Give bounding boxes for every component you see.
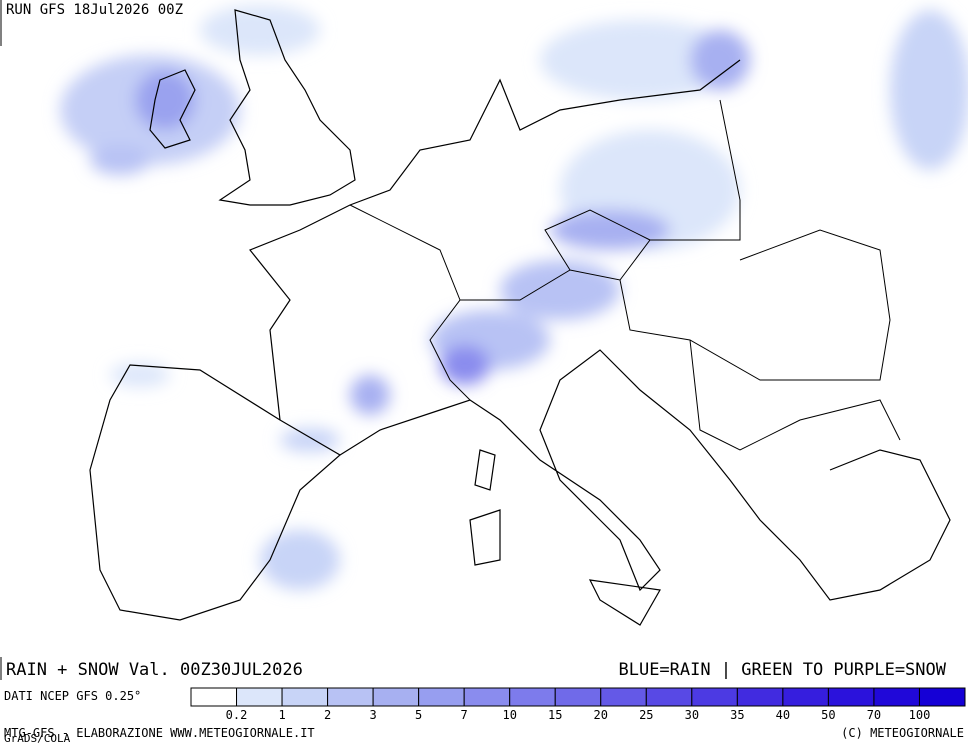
precipitation <box>60 5 968 590</box>
level-label: 2 <box>324 708 331 722</box>
coastlines <box>89 9 951 626</box>
level-label: 10 <box>502 708 516 722</box>
level-label: 40 <box>776 708 790 722</box>
color-bar: 0.2 1 2 3 5 7 10 15 20 25 30 35 40 50 70 100 <box>190 687 966 722</box>
color-swatch <box>281 687 329 707</box>
ireland <box>149 69 196 149</box>
color-swatch <box>736 687 784 707</box>
level-label: 35 <box>730 708 744 722</box>
color-swatch <box>645 687 693 707</box>
color-swatch <box>236 687 283 707</box>
level-label: 7 <box>461 708 468 722</box>
color-swatch <box>782 687 829 707</box>
color-swatch <box>918 687 966 707</box>
source: DATI NCEP GFS 0.25° <box>4 689 141 703</box>
grads: GrADS/COLA <box>4 732 71 745</box>
level-label: 30 <box>685 708 699 722</box>
level-label: 0.2 <box>226 708 248 722</box>
color-swatch <box>691 687 738 707</box>
run-label: RUN GFS 18Jul2026 00Z <box>6 2 183 18</box>
level-label: 5 <box>415 708 422 722</box>
sicily <box>588 579 661 626</box>
level-label: 3 <box>370 708 377 722</box>
level-label: 100 <box>909 708 931 722</box>
color-swatch <box>190 687 238 707</box>
level-label: 50 <box>821 708 835 722</box>
level-label: 15 <box>548 708 562 722</box>
level-label: 25 <box>639 708 653 722</box>
level-label: 20 <box>594 708 608 722</box>
level-label: 70 <box>867 708 881 722</box>
north-coast <box>249 59 741 421</box>
level-label: 1 <box>278 708 285 722</box>
color-swatch <box>827 687 875 707</box>
britain <box>218 9 356 206</box>
color-swatch <box>509 687 556 707</box>
borders <box>349 99 901 451</box>
color-key: BLUE=RAIN | GREEN TO PURPLE=SNOW <box>618 660 946 680</box>
color-swatch <box>372 687 420 707</box>
chart-title: RAIN + SNOW Val. 00Z30JUL2026 <box>6 660 303 680</box>
color-swatch <box>418 687 465 707</box>
color-swatch <box>554 687 602 707</box>
color-swatch <box>600 687 647 707</box>
color-swatch <box>463 687 511 707</box>
color-swatch <box>327 687 374 707</box>
copyright: (C) METEOGIORNALE <box>841 726 964 740</box>
islands <box>469 449 501 566</box>
credit: MTG-GFS - ELABORAZIONE WWW.METEOGIORNALE… <box>4 726 315 740</box>
color-swatch <box>873 687 920 707</box>
south-coast <box>339 349 951 601</box>
